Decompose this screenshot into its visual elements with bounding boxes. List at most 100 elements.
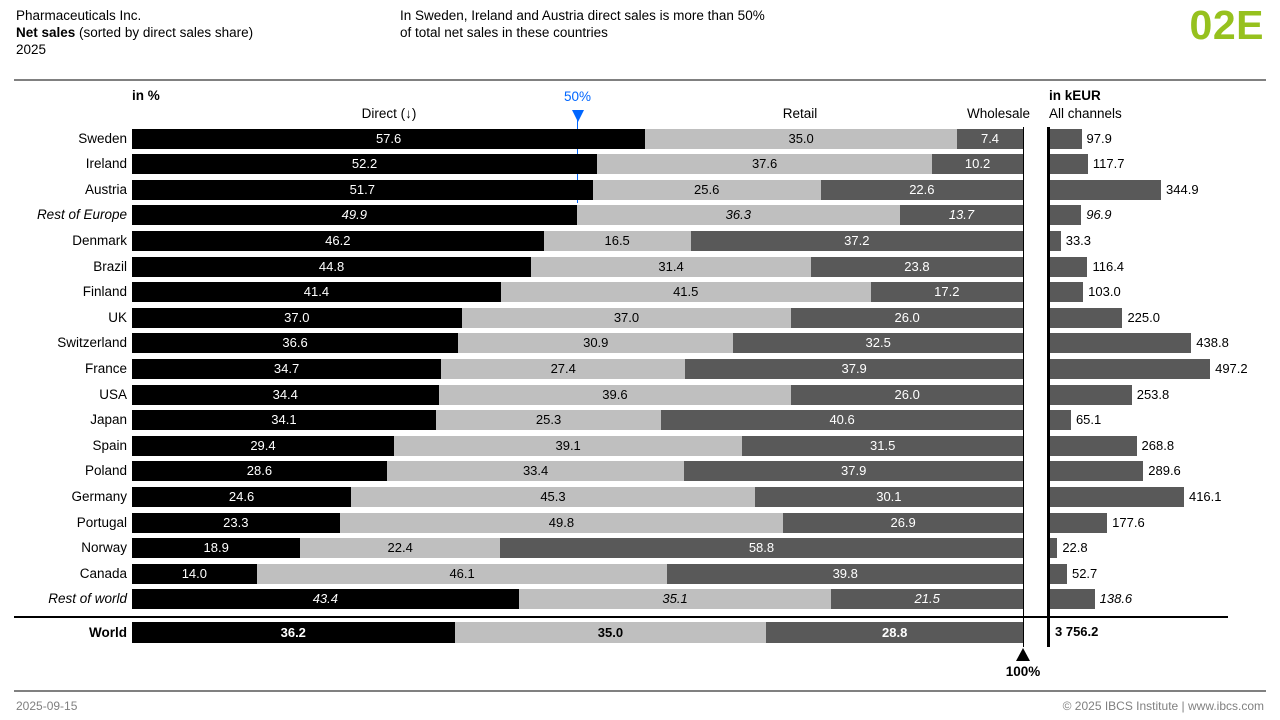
direct-segment: 34.4	[132, 384, 439, 405]
direct-segment: 43.4	[132, 589, 519, 610]
wholesale-segment: 58.8	[499, 538, 1023, 559]
footer-date: 2025-09-15	[16, 699, 78, 713]
direct-segment: 51.7	[132, 179, 593, 200]
retail-segment: 37.0	[461, 307, 792, 328]
wholesale-segment: 23.8	[810, 256, 1023, 277]
total-bar	[1050, 128, 1082, 149]
total-value: 3 756.2	[1055, 624, 1099, 639]
wholesale-segment: 26.9	[783, 512, 1023, 533]
retail-segment: 35.0	[454, 622, 767, 643]
total-bar	[1050, 410, 1071, 431]
column-header-wholesale: Wholesale	[966, 106, 1030, 121]
wholesale-segment: 30.1	[754, 486, 1023, 507]
total-bar	[1050, 589, 1095, 610]
total-value: 225.0	[1127, 309, 1160, 325]
total-bar	[1050, 333, 1192, 354]
direct-segment: 44.8	[132, 256, 532, 277]
wholesale-segment: 13.7	[900, 205, 1023, 226]
row-label: Rest of world	[48, 591, 127, 607]
row-austria: Austria 51.7 25.6 22.6 344.9	[0, 179, 1280, 200]
total-value: 344.9	[1166, 181, 1199, 197]
chart-message-line2: of total net sales in these countries	[400, 25, 608, 40]
total-value: 97.9	[1086, 130, 1112, 146]
direct-segment: 14.0	[132, 563, 257, 584]
row-portugal: Portugal 23.3 49.8 26.9 177.6	[0, 512, 1280, 533]
direct-segment: 18.9	[132, 538, 301, 559]
retail-segment: 22.4	[300, 538, 500, 559]
wholesale-segment: 7.4	[957, 128, 1023, 149]
column-header-retail: Retail	[782, 106, 818, 121]
axis-100pct-label: 100%	[1005, 664, 1041, 679]
retail-segment: 25.6	[592, 179, 821, 200]
total-bar	[1050, 512, 1108, 533]
total-value: 103.0	[1088, 284, 1121, 300]
direct-segment: 23.3	[132, 512, 340, 533]
row-label: Brazil	[93, 258, 127, 274]
axis-100pct-line	[1022, 127, 1024, 647]
total-bar	[1050, 538, 1058, 559]
wholesale-segment: 37.9	[685, 358, 1023, 379]
report-title: Net sales (sorted by direct sales share)	[16, 24, 253, 41]
world-separator-line	[14, 616, 1228, 618]
retail-segment: 33.4	[386, 461, 685, 482]
row-label: USA	[99, 386, 127, 402]
row-label: Canada	[79, 565, 127, 581]
direct-segment: 37.0	[132, 307, 462, 328]
stacked-bar: 14.0 46.1 39.8	[132, 563, 1023, 584]
stacked-bar: 28.6 33.4 37.9	[132, 461, 1023, 482]
row-label: Sweden	[78, 130, 127, 146]
row-sweden: Sweden 57.6 35.0 7.4 97.9	[0, 128, 1280, 149]
direct-segment: 36.2	[132, 622, 455, 643]
total-value: 268.8	[1141, 437, 1175, 453]
row-denmark: Denmark 46.2 16.5 37.2 33.3	[0, 230, 1280, 251]
page-code: 02E	[1189, 2, 1264, 48]
direct-segment: 28.6	[132, 461, 387, 482]
footer-divider	[14, 690, 1266, 692]
retail-segment: 25.3	[435, 410, 662, 431]
retail-segment: 30.9	[458, 333, 734, 354]
row-rest-of-europe: Rest of Europe 49.9 36.3 13.7 96.9	[0, 205, 1280, 226]
stacked-bar: 34.4 39.6 26.0	[132, 384, 1023, 405]
report-period: 2025	[16, 42, 47, 57]
total-value: 33.3	[1065, 232, 1092, 248]
wholesale-segment: 39.8	[667, 563, 1023, 584]
row-switzerland: Switzerland 36.6 30.9 32.5 438.8	[0, 333, 1280, 354]
column-header-all-channels: All channels	[1049, 106, 1122, 121]
row-rest-of-world: Rest of world 43.4 35.1 21.5 138.6	[0, 589, 1280, 610]
retail-segment: 35.1	[518, 589, 832, 610]
chart-message-line1: In Sweden, Ireland and Austria direct sa…	[400, 8, 765, 23]
total-bar	[1050, 358, 1211, 379]
total-bar	[1050, 205, 1082, 226]
direct-segment: 41.4	[132, 282, 501, 303]
direct-segment: 46.2	[132, 230, 544, 251]
direct-segment: 49.9	[132, 205, 577, 226]
stacked-bar: 23.3 49.8 26.9	[132, 512, 1023, 533]
wholesale-segment: 26.0	[791, 384, 1023, 405]
retail-segment: 16.5	[543, 230, 691, 251]
total-value: 22.8	[1062, 540, 1088, 556]
row-label: Austria	[84, 181, 127, 197]
wholesale-segment: 32.5	[733, 333, 1023, 354]
total-value: 177.6	[1112, 514, 1145, 530]
header-divider	[14, 79, 1266, 81]
row-label: Norway	[81, 540, 127, 556]
total-bar	[1050, 486, 1184, 507]
stacked-bar: 41.4 41.5 17.2	[132, 282, 1023, 303]
stacked-bar: 36.2 35.0 28.8	[132, 622, 1023, 643]
threshold-marker-icon	[571, 110, 584, 122]
stacked-bar: 49.9 36.3 13.7	[132, 205, 1023, 226]
total-value: 138.6	[1099, 591, 1133, 607]
total-value: 416.1	[1188, 488, 1222, 504]
wholesale-segment: 22.6	[820, 179, 1023, 200]
total-bar	[1050, 384, 1132, 405]
total-value: 65.1	[1075, 412, 1102, 428]
wholesale-segment: 17.2	[870, 282, 1023, 303]
retail-segment: 31.4	[531, 256, 811, 277]
right-unit-label: in kEUR	[1049, 88, 1101, 103]
total-value: 497.2	[1215, 360, 1248, 376]
wholesale-segment: 28.8	[766, 622, 1023, 643]
stacked-bar: 24.6 45.3 30.1	[132, 486, 1023, 507]
total-bar	[1050, 230, 1061, 251]
